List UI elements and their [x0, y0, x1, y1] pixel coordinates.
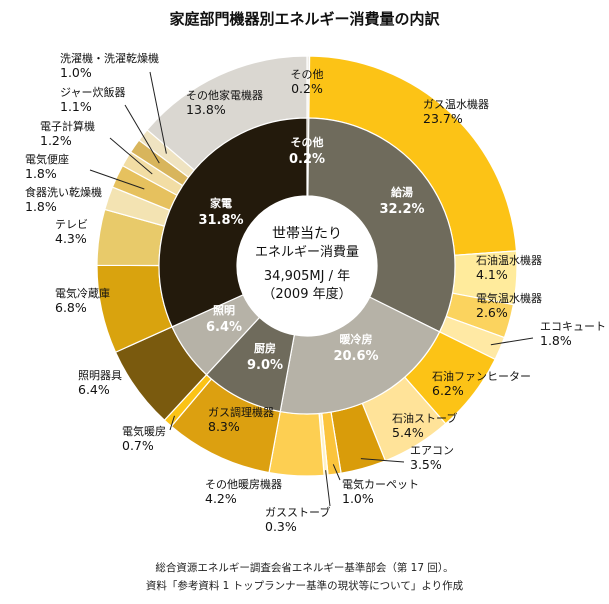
- outer-label-value-1: 23.7%: [423, 111, 463, 126]
- leader-line-7: [124, 104, 160, 164]
- outer-label-name-21: その他家電機器: [186, 88, 263, 102]
- outer-label-value-17: 1.8%: [25, 166, 57, 181]
- outer-label-value-2: 4.1%: [476, 267, 508, 282]
- outer-label-value-4: 1.8%: [540, 333, 572, 348]
- inner-label-name-3: 厨房: [254, 341, 276, 355]
- leader-line-5: [89, 169, 145, 190]
- leader-line-0: [490, 337, 534, 346]
- outer-label-name-20: 洗濯機・洗濯乾燥機: [60, 51, 159, 65]
- inner-label-name-5: 家電: [210, 196, 232, 210]
- outer-label-value-16: 1.8%: [25, 199, 57, 214]
- outer-label-value-20: 1.0%: [60, 65, 92, 80]
- leader-line-8: [149, 71, 167, 154]
- center-text-3: 34,905MJ / 年: [264, 269, 350, 284]
- inner-label-value-5: 31.8%: [198, 213, 243, 228]
- outer-label-name-12: 電気暖房: [122, 424, 166, 438]
- inner-label-name-1: 給湯: [391, 185, 413, 199]
- inner-label-value-3: 9.0%: [247, 358, 283, 373]
- outer-label-name-0: その他: [291, 68, 324, 81]
- outer-label-name-16: 食器洗い乾燥機: [25, 185, 102, 199]
- inner-label-value-2: 20.6%: [333, 349, 378, 364]
- source-note-line-1: 総合資源エネルギー調査会省エネルギー基準部会（第 17 回）。: [155, 562, 454, 574]
- outer-label-value-7: 3.5%: [410, 457, 442, 472]
- outer-label-value-8: 1.0%: [342, 491, 374, 506]
- center-text-4: （2009 年度）: [262, 286, 351, 302]
- outer-label-value-12: 0.7%: [122, 438, 154, 453]
- outer-label-value-18: 1.2%: [40, 133, 72, 148]
- leader-line-4: [169, 415, 175, 431]
- inner-label-value-0: 0.2%: [289, 152, 325, 167]
- outer-label-value-10: 4.2%: [205, 491, 237, 506]
- inner-label-name-4: 照明: [213, 304, 235, 317]
- center-hole: [237, 196, 377, 336]
- outer-label-name-9: ガスストーブ: [265, 505, 330, 519]
- outer-label-name-7: エアコン: [410, 444, 454, 457]
- center-text-2: エネルギー消費量: [255, 245, 359, 260]
- outer-label-name-11: ガス調理機器: [208, 405, 274, 419]
- outer-label-value-14: 6.8%: [55, 300, 87, 315]
- outer-label-name-8: 電気カーペット: [342, 477, 419, 491]
- chart-title: 家庭部門機器別エネルギー消費量の内訳: [169, 10, 440, 28]
- outer-label-value-13: 6.4%: [78, 382, 110, 397]
- leader-line-6: [109, 137, 153, 175]
- outer-label-name-6: 石油ストーブ: [392, 411, 457, 425]
- source-note-line-2: 資料「参考資料 1 トップランナー基準の現状等について」より作成: [145, 580, 464, 592]
- inner-label-value-1: 32.2%: [379, 202, 424, 217]
- outer-label-name-15: テレビ: [55, 218, 88, 231]
- outer-label-value-5: 6.2%: [432, 383, 464, 398]
- outer-label-name-14: 電気冷蔵庫: [55, 286, 110, 300]
- outer-label-value-21: 13.8%: [186, 102, 226, 117]
- outer-label-name-19: ジャー炊飯器: [60, 85, 125, 99]
- outer-label-value-11: 8.3%: [208, 419, 240, 434]
- outer-label-name-4: エコキュート: [540, 320, 606, 333]
- inner-label-value-4: 6.4%: [206, 320, 242, 335]
- outer-label-value-9: 0.3%: [265, 519, 297, 534]
- outer-label-name-10: その他暖房機器: [205, 477, 282, 491]
- outer-label-value-0: 0.2%: [291, 81, 323, 96]
- outer-label-value-15: 4.3%: [55, 231, 87, 246]
- outer-label-name-1: ガス温水機器: [423, 97, 489, 111]
- center-text-1: 世帯当たり: [272, 226, 342, 242]
- outer-label-name-2: 石油温水機器: [476, 253, 542, 267]
- leader-line-3: [325, 470, 331, 507]
- outer-label-name-13: 照明器具: [78, 369, 122, 382]
- outer-label-name-17: 電気便座: [25, 152, 69, 166]
- leader-line-1: [360, 458, 405, 463]
- outer-label-value-6: 5.4%: [392, 425, 424, 440]
- outer-label-name-3: 電気温水機器: [476, 291, 542, 305]
- inner-label-name-0: その他: [291, 135, 324, 149]
- inner-label-name-2: 暖冷房: [340, 332, 373, 346]
- outer-label-value-3: 2.6%: [476, 305, 508, 320]
- leader-line-2: [332, 464, 341, 481]
- outer-label-value-19: 1.1%: [60, 99, 92, 114]
- outer-label-name-5: 石油ファンヒーター: [432, 369, 531, 383]
- outer-label-name-18: 電子計算機: [40, 119, 95, 133]
